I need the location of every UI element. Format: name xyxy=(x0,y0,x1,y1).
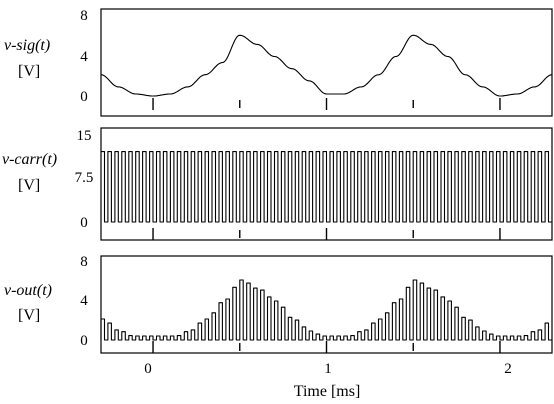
ytick-v-out-0: 0 xyxy=(80,333,88,349)
panel-v-out: v-out(t) [V] 8 4 0 0 1 2 Time [ms] xyxy=(4,254,553,400)
x-axis-label: Time [ms] xyxy=(294,383,361,400)
ylabel-v-out: v-out(t) xyxy=(4,282,52,299)
ytick-v-carr-0: 0 xyxy=(80,215,88,231)
series-line-v-carr xyxy=(101,151,552,223)
panel-v-carr: v-carr(t) [V] 15 7.5 0 xyxy=(2,127,553,241)
xticks-v-sig xyxy=(152,98,501,110)
yunit-v-sig: [V] xyxy=(18,63,40,80)
series-line-v-sig xyxy=(100,34,553,97)
ylabel-v-sig: v-sig(t) xyxy=(4,37,50,54)
ytick-v-carr-15: 15 xyxy=(77,128,92,144)
ytick-v-out-4: 4 xyxy=(80,293,88,309)
yunit-v-carr: [V] xyxy=(18,177,40,194)
ytick-v-carr-7.5: 7.5 xyxy=(75,170,94,186)
ytick-v-sig-8: 8 xyxy=(80,8,88,24)
series-line-v-out xyxy=(100,279,552,341)
xticks-v-out xyxy=(152,341,501,353)
panel-frame-v-sig xyxy=(100,8,553,117)
ytick-v-sig-0: 0 xyxy=(80,89,88,105)
ytick-v-out-8: 8 xyxy=(80,254,88,270)
ylabel-v-carr: v-carr(t) xyxy=(2,151,57,168)
xtick-label-2: 2 xyxy=(504,361,512,377)
ytick-v-sig-4: 4 xyxy=(80,49,88,65)
xtick-label-1: 1 xyxy=(324,361,332,377)
yunit-v-out: [V] xyxy=(18,307,40,324)
panel-v-sig: v-sig(t) [V] 8 4 0 xyxy=(4,8,553,117)
xticks-v-carr xyxy=(152,228,501,240)
xtick-label-0: 0 xyxy=(144,361,152,377)
